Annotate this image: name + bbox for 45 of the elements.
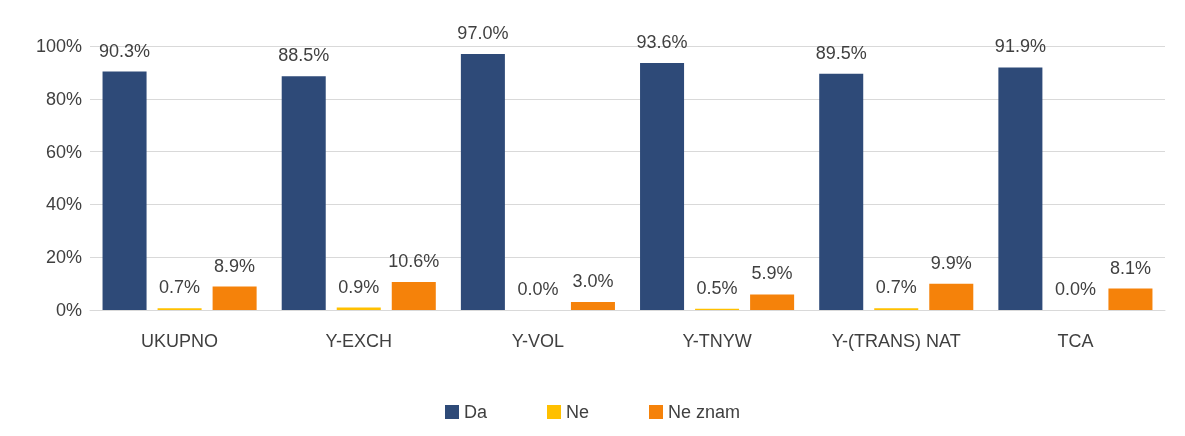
- legend-label: Ne znam: [668, 402, 741, 422]
- data-label: 0.7%: [159, 277, 201, 298]
- y-tick-label: 80%: [45, 88, 82, 109]
- bar: [212, 286, 257, 310]
- bar: [1108, 288, 1153, 310]
- data-label: 0.5%: [696, 277, 738, 298]
- bar: [102, 71, 147, 310]
- x-tick-label: UKUPNO: [141, 331, 219, 351]
- x-tick-label: Y-EXCH: [325, 331, 392, 351]
- data-label: 5.9%: [751, 263, 793, 284]
- x-tick-label: Y-VOL: [511, 331, 565, 351]
- bar: [819, 73, 864, 310]
- x-tick-label: Y-TNYW: [682, 331, 752, 351]
- y-tick-label: 100%: [35, 36, 82, 56]
- data-label: 3.0%: [572, 271, 614, 292]
- data-label: 90.3%: [99, 40, 151, 61]
- data-label: 9.9%: [930, 252, 972, 273]
- data-label: 0.0%: [1054, 279, 1096, 299]
- y-tick-label: 40%: [45, 194, 82, 215]
- bar: [460, 53, 505, 310]
- y-tick-label: 0%: [55, 300, 82, 320]
- data-label: 0.9%: [338, 276, 380, 297]
- data-label: 0.7%: [875, 277, 917, 298]
- x-tick-label: TCA: [1057, 331, 1094, 351]
- data-label: 8.9%: [214, 255, 256, 276]
- data-label: 89.5%: [815, 42, 867, 63]
- bar: [391, 282, 436, 310]
- data-label: 10.6%: [388, 251, 440, 272]
- y-tick-label: 60%: [45, 141, 82, 162]
- data-label: 0.0%: [517, 279, 559, 299]
- data-label: 91.9%: [994, 36, 1046, 57]
- x-tick-label: Y-(TRANS) NAT: [831, 331, 961, 351]
- bar: [640, 62, 685, 310]
- y-tick-label: 20%: [45, 247, 82, 268]
- bar: [750, 294, 795, 310]
- data-label: 93.6%: [636, 31, 688, 52]
- data-label: 97.0%: [457, 22, 509, 43]
- bar: [929, 283, 974, 310]
- legend-label: Da: [463, 402, 488, 422]
- data-label: 8.1%: [1109, 257, 1151, 278]
- bar: [998, 67, 1043, 310]
- bar: [570, 302, 615, 310]
- data-label: 88.5%: [278, 45, 330, 66]
- bar: [281, 76, 326, 310]
- legend-label: Ne: [565, 402, 589, 422]
